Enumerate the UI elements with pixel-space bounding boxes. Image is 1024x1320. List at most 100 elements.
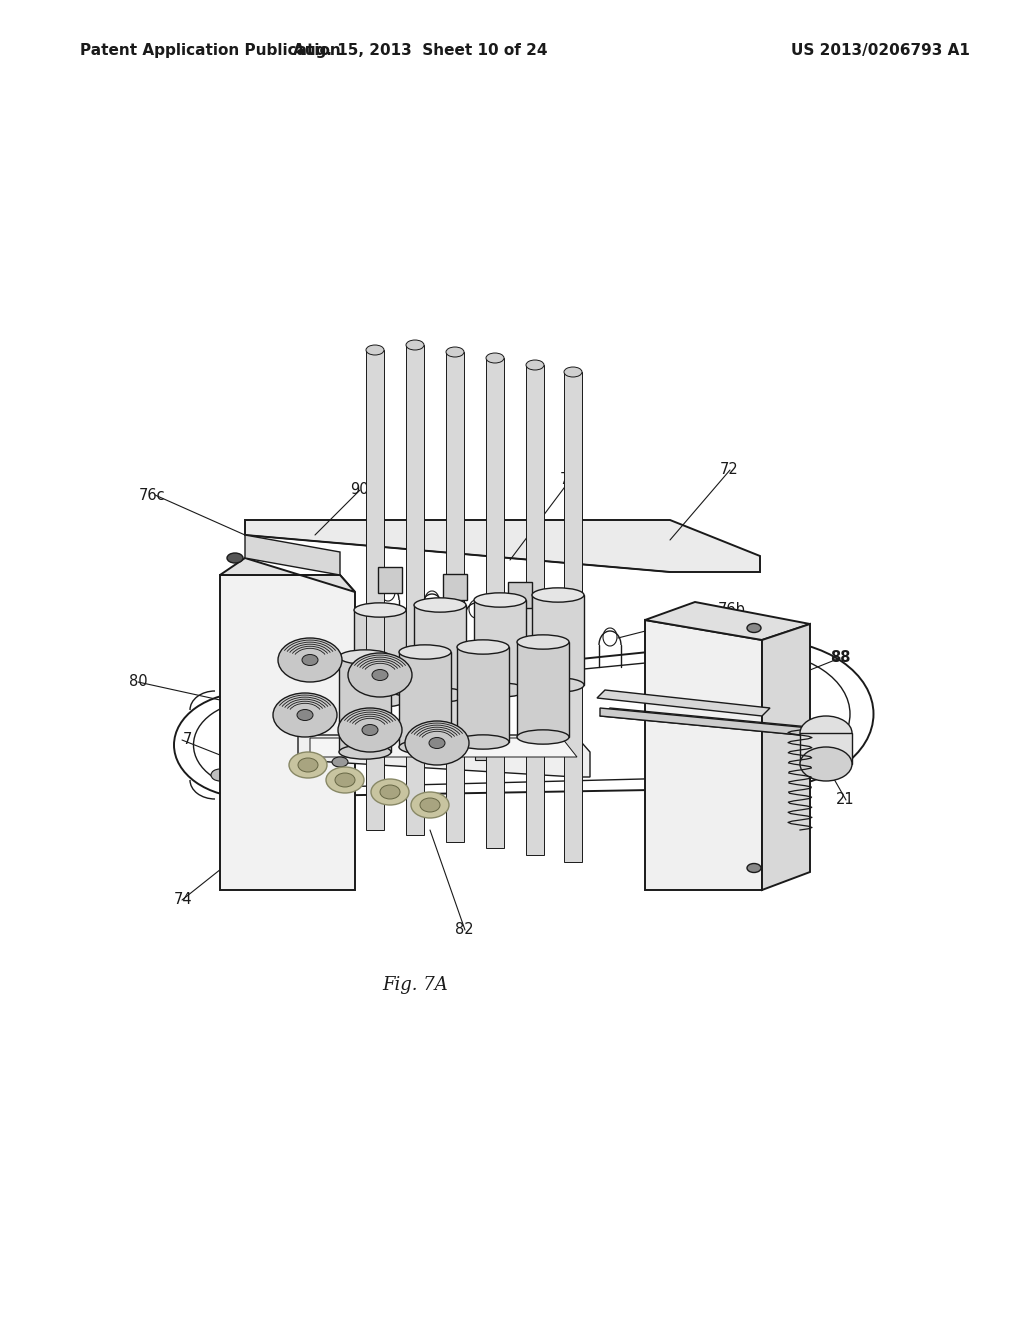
Ellipse shape bbox=[486, 352, 504, 363]
Polygon shape bbox=[366, 350, 384, 830]
Text: Patent Application Publication: Patent Application Publication bbox=[80, 42, 341, 58]
Polygon shape bbox=[597, 690, 770, 715]
Ellipse shape bbox=[362, 725, 378, 735]
Ellipse shape bbox=[457, 640, 509, 655]
Ellipse shape bbox=[517, 730, 569, 744]
Polygon shape bbox=[310, 738, 577, 756]
Ellipse shape bbox=[399, 645, 451, 659]
Text: 88: 88 bbox=[830, 651, 851, 665]
Ellipse shape bbox=[411, 792, 449, 818]
Polygon shape bbox=[245, 535, 670, 572]
Ellipse shape bbox=[526, 360, 544, 370]
Ellipse shape bbox=[339, 744, 391, 759]
Ellipse shape bbox=[420, 799, 440, 812]
Ellipse shape bbox=[457, 735, 509, 750]
Text: 84b: 84b bbox=[780, 826, 808, 842]
Text: 90: 90 bbox=[350, 483, 369, 498]
Ellipse shape bbox=[298, 758, 318, 772]
Polygon shape bbox=[564, 372, 582, 862]
Ellipse shape bbox=[366, 345, 384, 355]
Text: Aug. 15, 2013  Sheet 10 of 24: Aug. 15, 2013 Sheet 10 of 24 bbox=[293, 42, 547, 58]
Ellipse shape bbox=[339, 649, 391, 664]
Ellipse shape bbox=[564, 367, 582, 378]
Polygon shape bbox=[245, 535, 340, 576]
Ellipse shape bbox=[227, 553, 243, 564]
Ellipse shape bbox=[354, 603, 406, 618]
Polygon shape bbox=[762, 624, 810, 890]
Polygon shape bbox=[443, 574, 467, 601]
Text: 76c: 76c bbox=[138, 487, 165, 503]
Ellipse shape bbox=[406, 721, 469, 766]
Polygon shape bbox=[508, 582, 532, 609]
Ellipse shape bbox=[332, 756, 348, 767]
Text: US 2013/0206793 A1: US 2013/0206793 A1 bbox=[791, 42, 970, 58]
Ellipse shape bbox=[474, 593, 526, 607]
Ellipse shape bbox=[781, 774, 799, 785]
Text: 84a: 84a bbox=[780, 809, 808, 825]
Text: 7: 7 bbox=[182, 733, 193, 747]
Polygon shape bbox=[245, 520, 760, 572]
Ellipse shape bbox=[297, 710, 313, 721]
Ellipse shape bbox=[414, 688, 466, 702]
Ellipse shape bbox=[335, 774, 355, 787]
Text: 79a: 79a bbox=[780, 775, 808, 789]
Text: 76b: 76b bbox=[718, 602, 745, 618]
Text: 76A: 76A bbox=[780, 701, 809, 715]
Polygon shape bbox=[399, 652, 451, 747]
Ellipse shape bbox=[446, 347, 464, 356]
Ellipse shape bbox=[399, 739, 451, 754]
Polygon shape bbox=[526, 366, 544, 855]
Text: 78: 78 bbox=[780, 739, 799, 755]
Ellipse shape bbox=[746, 623, 761, 632]
Ellipse shape bbox=[380, 785, 400, 799]
Polygon shape bbox=[645, 620, 762, 890]
Polygon shape bbox=[486, 358, 504, 847]
Ellipse shape bbox=[532, 678, 584, 692]
Polygon shape bbox=[220, 576, 355, 890]
Ellipse shape bbox=[414, 598, 466, 612]
Ellipse shape bbox=[348, 653, 412, 697]
Polygon shape bbox=[220, 558, 355, 591]
Text: 79: 79 bbox=[780, 756, 799, 771]
Ellipse shape bbox=[800, 715, 852, 750]
Ellipse shape bbox=[302, 655, 318, 665]
Text: 76: 76 bbox=[780, 685, 799, 700]
Ellipse shape bbox=[429, 738, 445, 748]
Ellipse shape bbox=[746, 863, 761, 873]
Ellipse shape bbox=[289, 752, 327, 777]
Polygon shape bbox=[457, 647, 509, 742]
Text: 79b: 79b bbox=[780, 722, 808, 738]
Polygon shape bbox=[446, 352, 464, 842]
Ellipse shape bbox=[354, 693, 406, 708]
Polygon shape bbox=[600, 708, 810, 737]
Polygon shape bbox=[517, 642, 569, 737]
Ellipse shape bbox=[406, 341, 424, 350]
Polygon shape bbox=[378, 568, 402, 593]
Ellipse shape bbox=[474, 682, 526, 697]
Ellipse shape bbox=[338, 708, 402, 752]
Polygon shape bbox=[800, 733, 852, 764]
Polygon shape bbox=[475, 741, 500, 760]
Ellipse shape bbox=[475, 733, 501, 748]
Polygon shape bbox=[645, 602, 810, 640]
Ellipse shape bbox=[701, 795, 719, 807]
Ellipse shape bbox=[326, 767, 364, 793]
Polygon shape bbox=[414, 605, 466, 696]
Ellipse shape bbox=[532, 587, 584, 602]
Text: 21: 21 bbox=[836, 792, 855, 808]
Ellipse shape bbox=[211, 770, 229, 781]
Polygon shape bbox=[600, 708, 820, 737]
Text: 74: 74 bbox=[173, 892, 193, 908]
Text: 82: 82 bbox=[455, 923, 474, 937]
Ellipse shape bbox=[273, 693, 337, 737]
Polygon shape bbox=[339, 657, 391, 752]
Ellipse shape bbox=[278, 638, 342, 682]
Polygon shape bbox=[298, 735, 590, 777]
Polygon shape bbox=[532, 595, 584, 685]
Text: Fig. 7A: Fig. 7A bbox=[382, 975, 447, 994]
Text: 74: 74 bbox=[560, 473, 579, 487]
Polygon shape bbox=[474, 601, 526, 690]
Text: 80: 80 bbox=[129, 675, 148, 689]
Ellipse shape bbox=[321, 781, 339, 793]
Ellipse shape bbox=[372, 669, 388, 681]
